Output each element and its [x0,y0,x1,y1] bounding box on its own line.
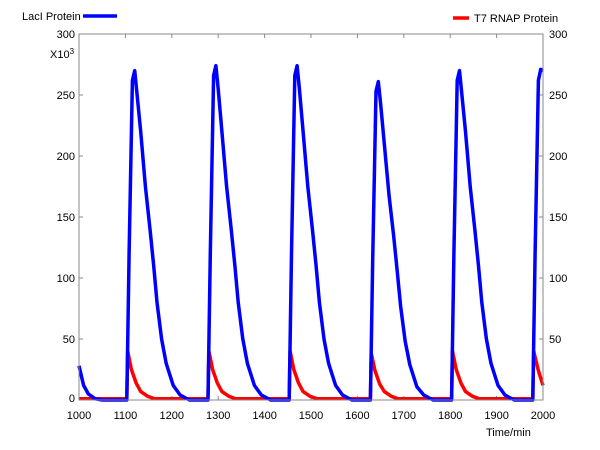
series-line-t7-rnap [79,349,545,401]
y-tick-label-left: 250 [57,90,75,102]
y-tick-label-right: 100 [549,273,567,285]
y-tick-label-left: 150 [57,212,75,224]
x-tick-label: 1400 [252,410,276,422]
series-lines [77,63,545,402]
x-tick-label: 1700 [392,410,416,422]
y-tick-label-right: 200 [549,151,567,163]
legend-label-laci: LacI Protein [22,11,81,23]
y-multiplier-label: X103 [50,47,75,61]
legend-label-t7: T7 RNAP Protein [474,13,558,25]
axes: 1000 1100 1200 1300 1400 1500 1600 1700 1800 1900… [57,29,568,422]
x-tick-label: 1800 [438,410,462,422]
y-tick-label-left: 300 [57,29,75,41]
y-tick-label-right: 50 [549,334,561,346]
y-tick-label-left: 50 [63,334,75,346]
x-tick-label: 1000 [67,410,91,422]
x-tick-label: 1500 [299,410,323,422]
series-line-laci [77,63,544,402]
y-tick-label-left: 100 [57,273,75,285]
plot-frame [78,33,544,401]
x-tick-label: 2000 [531,410,555,422]
y-tick-label-right: 150 [549,212,567,224]
x-axis-label: Time/min [486,427,531,439]
x-tick-label: 1200 [160,410,184,422]
y-tick-label-right: 300 [549,29,567,41]
x-tick-label: 1300 [206,410,230,422]
y-tick-label-right: 250 [549,90,567,102]
x-tick-label: 1600 [345,410,369,422]
legend: LacI Protein T7 RNAP Protein [22,11,558,25]
x-tick-label: 1900 [484,410,508,422]
y-tick-label-left: 0 [69,393,75,405]
y-tick-label-left: 200 [57,151,75,163]
x-tick-label: 1100 [114,410,138,422]
